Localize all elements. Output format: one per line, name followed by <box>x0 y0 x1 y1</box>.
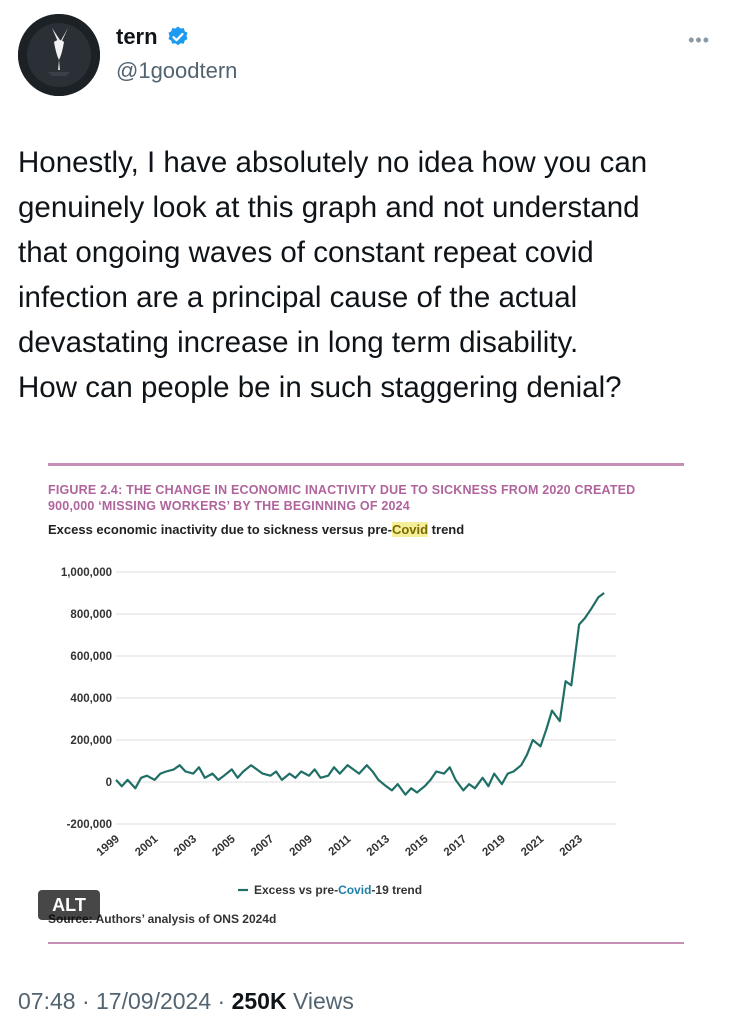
avatar[interactable] <box>18 14 100 96</box>
author-name-row[interactable]: tern <box>116 24 190 50</box>
author-name[interactable]: tern <box>116 24 158 49</box>
author-handle[interactable]: @1goodtern <box>116 58 238 83</box>
figure-title-line-2: 900,000 ‘MISSING WORKERS’ BY THE BEGINNI… <box>48 499 410 513</box>
tweet-date[interactable]: 17/09/2024 <box>96 988 212 1014</box>
views-label: Views <box>292 988 354 1014</box>
tweet-metadata: 07:48 · 17/09/2024 · 250K Views <box>18 988 354 1014</box>
line-chart: 1,000,000 800,000 600,000 400,000 200,000 0 -2… <box>61 567 616 897</box>
tern-bird-avatar-icon <box>18 14 100 96</box>
y-tick-label: 800,000 <box>70 609 112 621</box>
figure-title-line-1: FIGURE 2.4: THE CHANGE IN ECONOMIC INACT… <box>48 483 636 497</box>
x-tick-label: 2019 <box>480 833 507 859</box>
x-tick-label: 2021 <box>519 833 547 859</box>
x-tick-label: 2001 <box>133 833 161 859</box>
figure-subtitle: Excess economic inactivity due to sickne… <box>48 522 464 537</box>
x-tick-label: 2009 <box>288 833 315 859</box>
source-text: Authors’ analysis of ONS 2024d <box>92 912 277 926</box>
x-tick-label: 2007 <box>249 833 276 859</box>
figure-bottom-rule <box>48 942 684 944</box>
x-tick-label: 2017 <box>442 833 469 859</box>
x-tick-label: 1999 <box>95 833 122 859</box>
y-tick-label: 1,000,000 <box>61 567 112 579</box>
y-tick-label: 200,000 <box>70 735 112 747</box>
x-tick-label: 2013 <box>365 833 392 859</box>
y-tick-label: 0 <box>106 777 112 789</box>
alt-text-button[interactable]: ALT <box>38 890 100 920</box>
y-tick-label: 400,000 <box>70 693 112 705</box>
views-count: 250K <box>231 988 287 1014</box>
legend-label: Excess vs pre-Covid-19 trend <box>254 883 422 897</box>
figure-top-rule <box>48 463 684 466</box>
tweet-text: Honestly, I have absolutely no idea how … <box>18 146 648 404</box>
verified-badge-icon <box>168 26 188 46</box>
x-tick-label: 2011 <box>327 833 354 859</box>
x-tick-label: 2015 <box>403 833 431 859</box>
more-options-icon[interactable]: ••• <box>688 30 710 50</box>
x-tick-label: 2023 <box>558 833 585 859</box>
y-tick-label: -200,000 <box>67 819 112 831</box>
figure-title: FIGURE 2.4: THE CHANGE IN ECONOMIC INACT… <box>48 482 688 514</box>
figure-subtitle-highlight: Covid <box>391 522 429 537</box>
figure-subtitle-post: trend <box>428 522 465 537</box>
x-tick-label: 2003 <box>172 833 199 859</box>
x-tick-label: 2005 <box>210 833 238 859</box>
figure-subtitle-pre: Excess economic inactivity due to sickne… <box>48 522 392 537</box>
attached-image[interactable]: FIGURE 2.4: THE CHANGE IN ECONOMIC INACT… <box>48 460 688 950</box>
y-tick-label: 600,000 <box>70 651 112 663</box>
series-line <box>115 592 605 796</box>
tweet-time[interactable]: 07:48 <box>18 988 76 1014</box>
